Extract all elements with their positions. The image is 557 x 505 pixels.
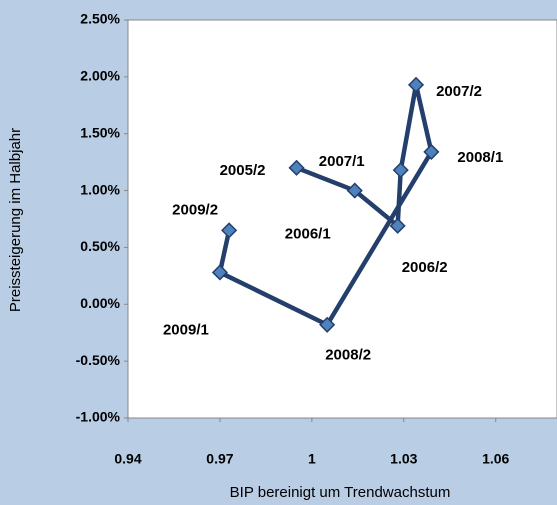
point-marker xyxy=(221,222,238,239)
point-marker xyxy=(288,159,305,176)
point-label: 2006/1 xyxy=(285,226,331,243)
y-tick-label: 1.50% xyxy=(80,124,120,140)
y-tick-label: 1.00% xyxy=(80,181,120,197)
point-label: 2008/2 xyxy=(325,347,371,364)
point-marker xyxy=(423,143,440,160)
y-tick-label: -1.00% xyxy=(76,409,121,425)
y-tick-label: -0.50% xyxy=(76,352,121,368)
point-label: 2009/2 xyxy=(172,201,218,218)
point-label: 2006/2 xyxy=(402,259,448,276)
point-marker xyxy=(407,76,425,93)
y-tick-label: 2.50% xyxy=(80,11,120,27)
point-marker xyxy=(392,162,409,179)
x-tick-label: 0.94 xyxy=(114,451,141,467)
point-label: 2009/1 xyxy=(163,321,209,338)
x-tick-label: 1.03 xyxy=(390,451,417,467)
y-tick-label: 0.00% xyxy=(80,295,120,311)
y-axis-title: Preissteigerung im Halbjahr xyxy=(7,128,24,312)
point-marker xyxy=(346,182,363,199)
x-axis-title: BIP bereinigt um Trendwachstum xyxy=(230,484,451,501)
point-label: 2007/1 xyxy=(319,153,365,170)
x-tick-label: 1.06 xyxy=(482,451,509,467)
plot-area xyxy=(127,19,557,419)
x-tick-label: 0.97 xyxy=(206,451,233,467)
point-marker xyxy=(211,264,228,281)
point-marker xyxy=(389,217,406,234)
point-label: 2008/1 xyxy=(457,149,503,166)
point-label: 2005/2 xyxy=(220,162,266,179)
point-label: 2007/2 xyxy=(436,83,482,100)
point-marker xyxy=(319,316,336,333)
x-tick-label: 1 xyxy=(308,451,316,467)
y-tick-label: 0.50% xyxy=(80,238,120,254)
y-tick-label: 2.00% xyxy=(80,68,120,84)
